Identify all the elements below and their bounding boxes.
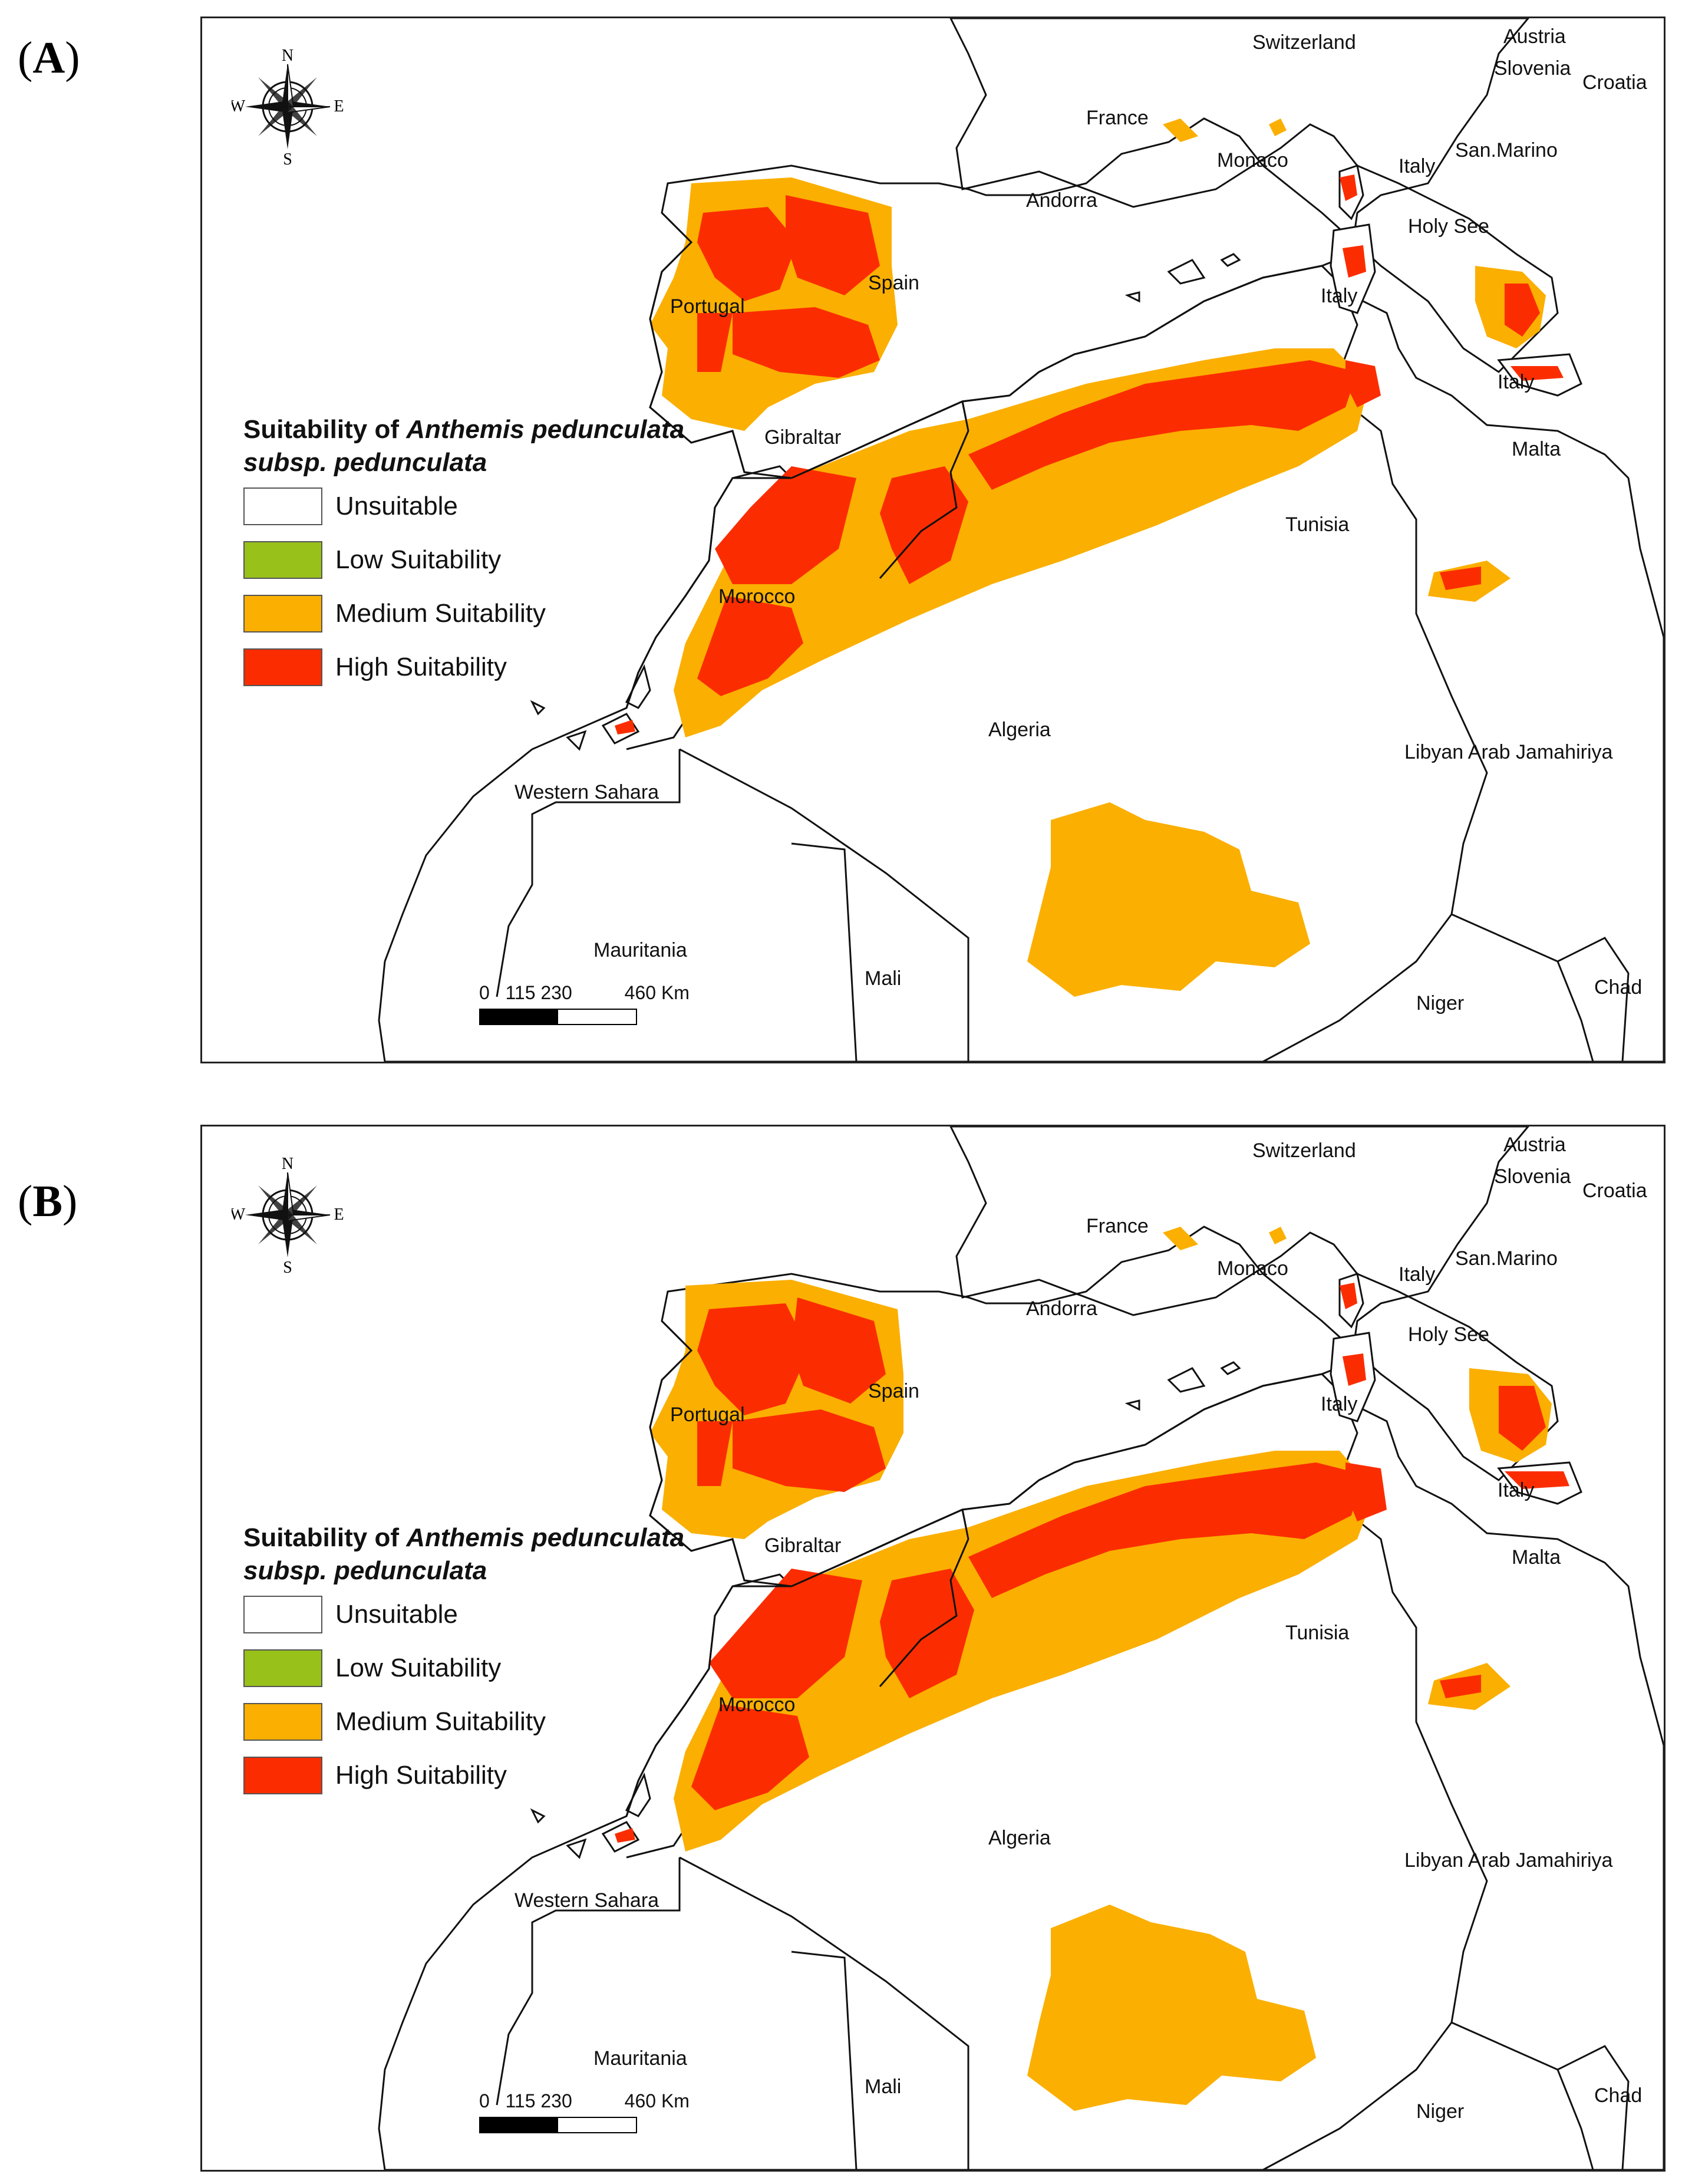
country-label: Malta — [1512, 1546, 1561, 1569]
country-label: Italy — [1321, 1393, 1358, 1415]
compass-rose-icon: N S E W — [232, 48, 344, 166]
country-label: Holy See — [1408, 1323, 1489, 1346]
country-label: Chad — [1594, 2084, 1643, 2107]
svg-text:E: E — [334, 97, 344, 116]
country-label: France — [1086, 107, 1149, 129]
country-label: Morocco — [718, 585, 796, 608]
country-label: Tunisia — [1285, 1622, 1350, 1644]
legend-title-line2: subsp. pedunculata — [243, 448, 487, 477]
country-label: Italy — [1498, 1479, 1535, 1501]
country-label: Monaco — [1217, 1257, 1288, 1280]
country-label: Italy — [1498, 371, 1535, 393]
legend-a: Suitability of Anthemis pedunculata subs… — [243, 413, 684, 694]
legend-title-line2: subsp. pedunculata — [243, 1556, 487, 1585]
map-base-b — [378, 1126, 1664, 2170]
country-label: Austria — [1503, 25, 1566, 48]
country-label: Algeria — [988, 719, 1051, 741]
svg-text:W: W — [232, 1205, 246, 1224]
country-label: Libyan Arab Jamahiriya — [1404, 741, 1613, 763]
legend-item: Low Suitability — [243, 533, 684, 587]
legend-title: Suitability of Anthemis pedunculata — [243, 1523, 685, 1552]
country-label: Niger — [1416, 2100, 1465, 2123]
legend-title: Suitability of Anthemis pedunculata — [243, 415, 685, 444]
country-label: Tunisia — [1285, 513, 1350, 536]
high-suitability-areas — [615, 174, 1564, 734]
svg-text:E: E — [334, 1205, 344, 1224]
svg-text:S: S — [283, 150, 292, 166]
legend-item: Medium Suitability — [243, 587, 684, 640]
svg-text:W: W — [232, 97, 246, 116]
country-label: Italy — [1321, 285, 1358, 307]
country-label: Mali — [865, 2076, 902, 2098]
country-label: Morocco — [718, 1694, 796, 1716]
country-label: Portugal — [670, 295, 745, 318]
country-label: France — [1086, 1215, 1149, 1237]
country-label: Western Sahara — [515, 1889, 659, 1912]
country-label: Spain — [868, 1380, 919, 1402]
compass-rose-icon: N S E W — [232, 1156, 344, 1274]
legend-item: Medium Suitability — [243, 1695, 684, 1748]
country-label: Libyan Arab Jamahiriya — [1404, 1849, 1613, 1872]
country-label: Austria — [1503, 1134, 1566, 1156]
legend-item: High Suitability — [243, 640, 684, 694]
svg-text:N: N — [282, 1156, 293, 1173]
country-label: Niger — [1416, 992, 1465, 1014]
map-base-a — [378, 18, 1664, 1062]
country-label: Malta — [1512, 438, 1561, 460]
scale-bar: 0 115 230 460 Km — [479, 2090, 690, 2137]
country-label: Chad — [1594, 976, 1643, 999]
balearic — [1167, 259, 1206, 285]
country-label: San.Marino — [1455, 1247, 1558, 1270]
country-label: San.Marino — [1455, 139, 1558, 162]
country-label: Gibraltar — [764, 1534, 842, 1557]
canary — [566, 730, 587, 751]
map-panel-b: Switzerland Austria Slovenia Croatia Fra… — [200, 1125, 1665, 2172]
country-label: Spain — [868, 272, 919, 294]
country-label: Andorra — [1026, 1297, 1097, 1320]
country-label: Switzerland — [1252, 31, 1356, 54]
country-label: Portugal — [670, 1404, 745, 1426]
country-label: Italy — [1399, 155, 1436, 177]
legend-item: Unsuitable — [243, 479, 684, 533]
svg-text:S: S — [283, 1259, 292, 1274]
legend-item: Low Suitability — [243, 1641, 684, 1695]
country-label: Croatia — [1582, 71, 1647, 94]
panel-label-b: (B) — [18, 1177, 78, 1226]
country-label: Andorra — [1026, 189, 1097, 212]
legend-item: Unsuitable — [243, 1587, 684, 1641]
svg-text:N: N — [282, 48, 293, 65]
country-label: Mauritania — [593, 2047, 687, 2070]
country-label: Slovenia — [1494, 57, 1571, 80]
country-label: Italy — [1399, 1263, 1436, 1286]
country-label: Monaco — [1217, 149, 1288, 172]
country-label: Gibraltar — [764, 426, 842, 449]
scale-bar: 0 115 230 460 Km — [479, 982, 690, 1029]
country-label: Slovenia — [1494, 1165, 1571, 1188]
country-label: Algeria — [988, 1827, 1051, 1849]
country-label: Switzerland — [1252, 1139, 1356, 1162]
country-label: Holy See — [1408, 215, 1489, 238]
legend-b: Suitability of Anthemis pedunculata subs… — [243, 1521, 684, 1802]
country-label: Western Sahara — [515, 781, 659, 803]
panel-label-a: (A) — [18, 33, 80, 83]
legend-item: High Suitability — [243, 1748, 684, 1802]
map-panel-a: Switzerland Austria Slovenia Croatia Fra… — [200, 17, 1665, 1063]
country-label: Croatia — [1582, 1180, 1647, 1202]
country-label: Mauritania — [593, 939, 687, 961]
country-label: Mali — [865, 967, 902, 990]
